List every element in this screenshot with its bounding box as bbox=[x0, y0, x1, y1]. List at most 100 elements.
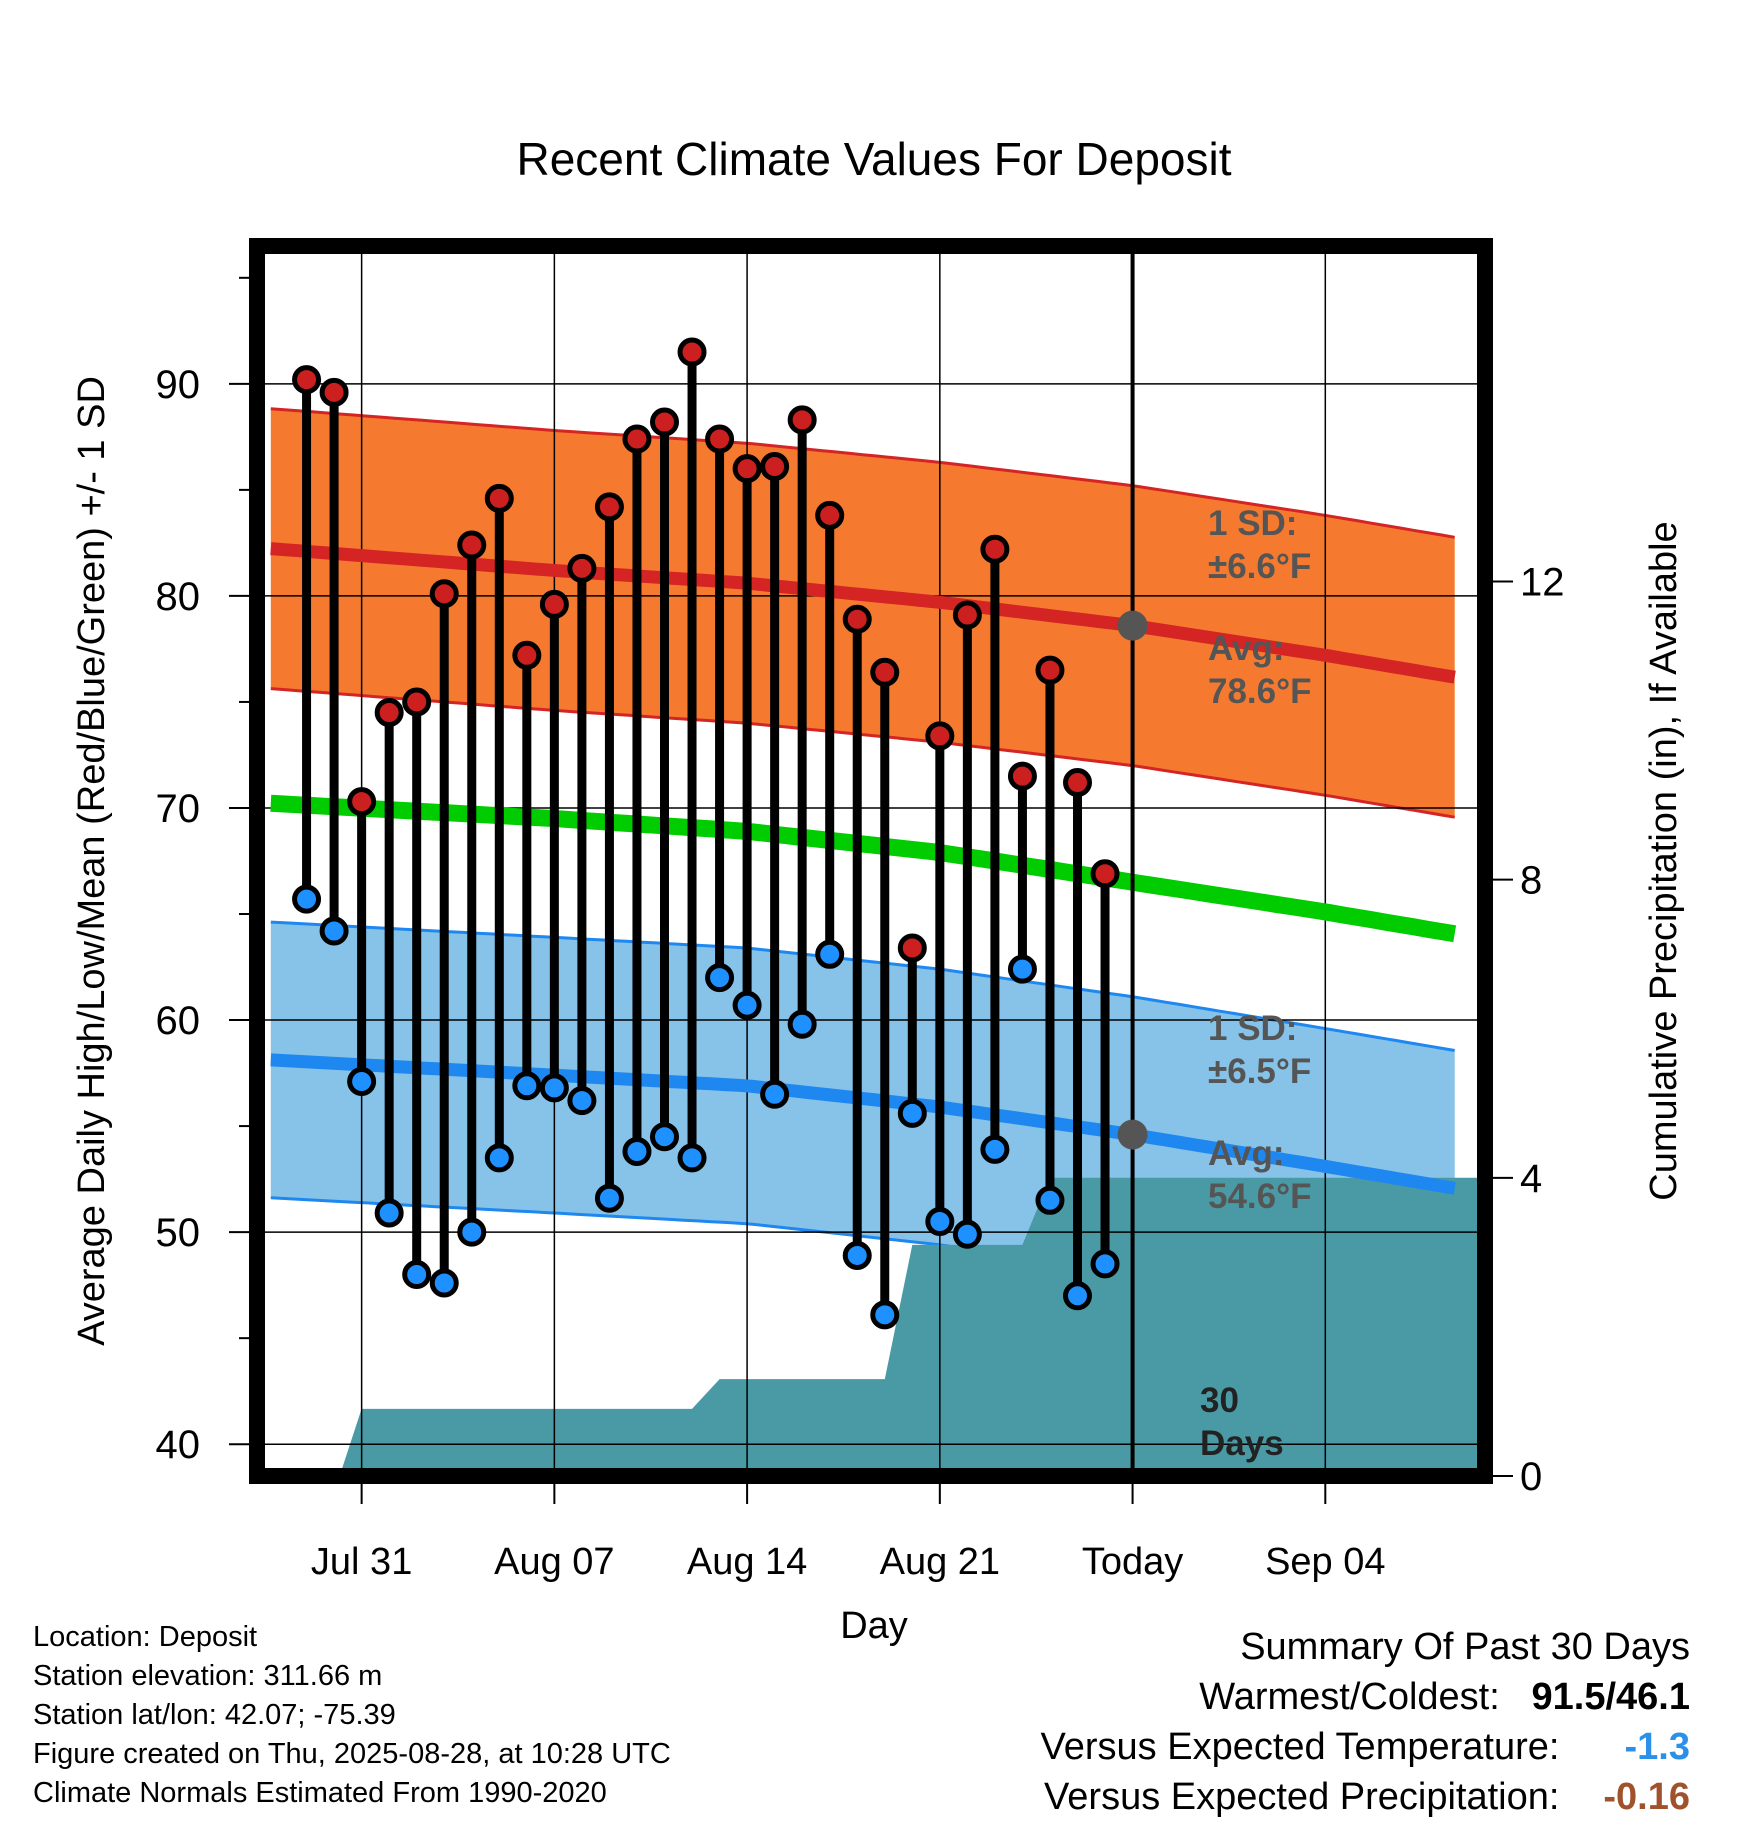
versus-precip-value: -0.16 bbox=[1603, 1776, 1690, 1818]
station-info: Location: Deposit Station elevation: 311… bbox=[33, 1618, 671, 1813]
days-label: Days bbox=[1200, 1424, 1284, 1463]
today-low-avg-marker bbox=[1117, 1119, 1148, 1150]
high-sd-value: ±6.6°F bbox=[1208, 547, 1311, 586]
daily-low-point bbox=[539, 1073, 569, 1103]
high-band-upper-edge bbox=[270, 407, 1455, 539]
x-tick-label: Aug 21 bbox=[880, 1541, 1000, 1583]
days-count: 30 bbox=[1200, 1381, 1239, 1420]
location-text: Location: Deposit bbox=[33, 1621, 258, 1653]
daily-high-point bbox=[484, 483, 514, 513]
x-tick-label: Sep 04 bbox=[1265, 1541, 1385, 1583]
daily-high-point bbox=[897, 933, 927, 963]
daily-low-point bbox=[705, 963, 735, 993]
daily-low-point bbox=[1090, 1249, 1120, 1279]
daily-high-point bbox=[677, 337, 707, 367]
daily-high-point bbox=[457, 530, 487, 560]
y2-tick-label: 0 bbox=[1520, 1455, 1542, 1499]
daily-low-point bbox=[980, 1134, 1010, 1164]
daily-high-point bbox=[649, 407, 679, 437]
versus-precip-label: Versus Expected Precipitation: bbox=[1044, 1776, 1560, 1818]
daily-low-point bbox=[319, 916, 349, 946]
daily-high-point bbox=[760, 452, 790, 482]
summary-versus-temp: Versus Expected Temperature: -1.3 bbox=[1041, 1722, 1690, 1772]
daily-high-point bbox=[870, 657, 900, 687]
daily-high-point bbox=[292, 365, 322, 395]
daily-low-point bbox=[457, 1217, 487, 1247]
warmest-value: 91.5 bbox=[1531, 1676, 1606, 1718]
chart-title: Recent Climate Values For Deposit bbox=[517, 133, 1232, 185]
daily-high-point bbox=[1090, 859, 1120, 889]
daily-low-point bbox=[787, 1009, 817, 1039]
daily-high-point bbox=[1063, 768, 1093, 798]
daily-low-point bbox=[292, 884, 322, 914]
daily-low-point bbox=[347, 1067, 377, 1097]
daily-high-point bbox=[952, 600, 982, 630]
daily-high-point bbox=[622, 424, 652, 454]
low-sd-value: ±6.5°F bbox=[1208, 1052, 1311, 1091]
high-avg-value: 78.6°F bbox=[1208, 672, 1312, 711]
daily-low-point bbox=[374, 1198, 404, 1228]
latlon-text: Station lat/lon: 42.07; -75.39 bbox=[33, 1699, 396, 1731]
y-tick-label: 40 bbox=[156, 1423, 201, 1467]
x-tick-label: Today bbox=[1082, 1541, 1183, 1583]
daily-high-point bbox=[402, 687, 432, 717]
daily-high-point bbox=[319, 377, 349, 407]
daily-high-point bbox=[567, 553, 597, 583]
normals-text: Climate Normals Estimated From 1990-2020 bbox=[33, 1777, 607, 1809]
daily-low-point bbox=[760, 1079, 790, 1109]
daily-high-point bbox=[925, 721, 955, 751]
daily-low-point bbox=[842, 1240, 872, 1270]
y-tick-label: 50 bbox=[156, 1211, 201, 1255]
daily-low-point bbox=[952, 1219, 982, 1249]
daily-low-point bbox=[402, 1260, 432, 1290]
versus-temp-value: -1.3 bbox=[1624, 1726, 1690, 1768]
y-tick-label: 90 bbox=[156, 363, 201, 407]
summary-warmest-coldest: Warmest/Coldest: 91.5/46.1 bbox=[1041, 1672, 1690, 1722]
y2-tick-label: 4 bbox=[1520, 1157, 1542, 1201]
slash-separator: / bbox=[1605, 1676, 1617, 1718]
y-tick-label: 80 bbox=[156, 575, 201, 619]
daily-low-point bbox=[622, 1137, 652, 1167]
x-axis-label: Day bbox=[840, 1605, 908, 1647]
y-tick-label: 60 bbox=[156, 999, 201, 1043]
precipitation-area bbox=[339, 1177, 1485, 1476]
daily-low-point bbox=[649, 1122, 679, 1152]
daily-low-point bbox=[897, 1098, 927, 1128]
created-text: Figure created on Thu, 2025-08-28, at 10… bbox=[33, 1738, 671, 1770]
daily-high-point bbox=[787, 405, 817, 435]
summary-panel: Summary Of Past 30 Days Warmest/Coldest:… bbox=[1041, 1622, 1690, 1822]
daily-high-point bbox=[815, 500, 845, 530]
y2-tick-label: 8 bbox=[1520, 859, 1542, 903]
daily-high-point bbox=[539, 589, 569, 619]
daily-low-point bbox=[567, 1086, 597, 1116]
daily-low-point bbox=[1035, 1185, 1065, 1215]
low-sd-label: 1 SD: bbox=[1208, 1009, 1297, 1048]
summary-versus-precip: Versus Expected Precipitation: -0.16 bbox=[1041, 1772, 1690, 1822]
daily-low-point bbox=[512, 1071, 542, 1101]
daily-low-point bbox=[1063, 1281, 1093, 1311]
daily-high-point bbox=[1035, 655, 1065, 685]
daily-high-point bbox=[705, 424, 735, 454]
y2-tick-label: 12 bbox=[1520, 560, 1565, 604]
coldest-value: 46.1 bbox=[1616, 1676, 1690, 1718]
daily-low-point bbox=[677, 1143, 707, 1173]
high-avg-label: Avg: bbox=[1208, 629, 1284, 668]
daily-low-point bbox=[925, 1207, 955, 1237]
y-axis-label: Average Daily High/Low/Mean (Red/Blue/Gr… bbox=[71, 376, 113, 1346]
daily-high-point bbox=[732, 454, 762, 484]
daily-low-point bbox=[815, 939, 845, 969]
daily-low-point bbox=[1007, 954, 1037, 984]
daily-high-point bbox=[594, 492, 624, 522]
warmest-coldest-label: Warmest/Coldest: bbox=[1199, 1676, 1500, 1718]
daily-high-point bbox=[980, 534, 1010, 564]
daily-high-point bbox=[429, 579, 459, 609]
daily-high-point bbox=[1007, 761, 1037, 791]
low-avg-label: Avg: bbox=[1208, 1134, 1284, 1173]
daily-high-point bbox=[512, 640, 542, 670]
daily-high-point bbox=[374, 698, 404, 728]
y2-axis-label: Cumulative Precipitation (in), If Availa… bbox=[1643, 521, 1685, 1200]
elevation-text: Station elevation: 311.66 m bbox=[33, 1660, 383, 1692]
summary-title: Summary Of Past 30 Days bbox=[1240, 1626, 1690, 1668]
daily-low-point bbox=[484, 1143, 514, 1173]
